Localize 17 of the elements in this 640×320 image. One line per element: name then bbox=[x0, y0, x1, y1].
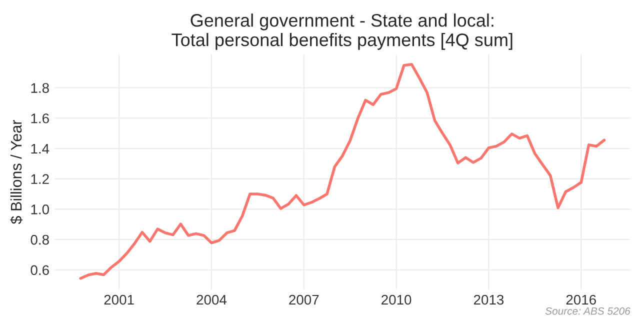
x-tick-label: 2010 bbox=[382, 294, 412, 305]
y-tick-label: 1.2 bbox=[31, 174, 49, 184]
line-series bbox=[79, 63, 606, 280]
y-tick-label: 0.8 bbox=[30, 234, 49, 245]
x-tick-label: 2001 bbox=[104, 294, 134, 305]
x-tick-label: 2013 bbox=[474, 294, 504, 305]
source-note: Source: ABS 5206 bbox=[545, 307, 630, 315]
x-tick-label: 2007 bbox=[289, 294, 319, 305]
x-tick-label: 2004 bbox=[196, 294, 227, 305]
y-tick-label: 1.0 bbox=[31, 204, 49, 214]
chart-title: General government - State and local: Total personal benefits payments [4Q sum] bbox=[172, 14, 512, 50]
y-tick-label: 0.6 bbox=[30, 265, 49, 276]
x-tick-label: 2016 bbox=[566, 294, 596, 305]
y-tick-label: 1.8 bbox=[31, 83, 49, 93]
y-axis-title: $ Billions / Year bbox=[10, 120, 23, 224]
y-tick-label: 1.6 bbox=[31, 113, 49, 124]
y-tick-label: 1.4 bbox=[31, 144, 50, 154]
